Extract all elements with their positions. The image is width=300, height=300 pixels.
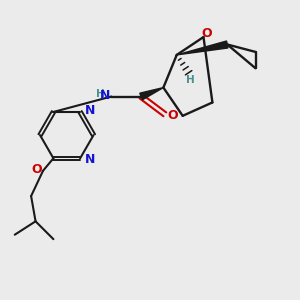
Text: H: H [96, 89, 105, 99]
Text: N: N [85, 104, 95, 117]
Text: H: H [186, 75, 194, 85]
Text: N: N [100, 88, 110, 101]
Polygon shape [140, 88, 164, 100]
Text: O: O [31, 163, 41, 176]
Polygon shape [177, 41, 228, 55]
Text: N: N [85, 153, 95, 166]
Text: O: O [201, 27, 212, 40]
Text: O: O [168, 109, 178, 122]
